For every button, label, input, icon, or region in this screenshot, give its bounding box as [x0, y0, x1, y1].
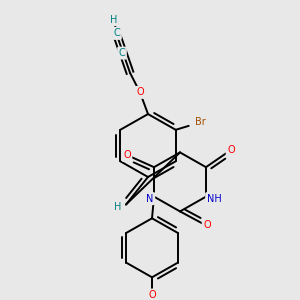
- Text: H: H: [114, 202, 122, 212]
- Text: O: O: [227, 146, 235, 155]
- Text: Br: Br: [195, 117, 206, 127]
- Text: O: O: [136, 87, 144, 98]
- Text: C: C: [118, 48, 125, 58]
- Text: N: N: [146, 194, 154, 204]
- Text: O: O: [203, 220, 211, 230]
- Text: H: H: [110, 15, 118, 25]
- Text: O: O: [123, 150, 131, 161]
- Text: C: C: [114, 28, 120, 38]
- Text: NH: NH: [207, 194, 221, 204]
- Text: O: O: [148, 290, 156, 300]
